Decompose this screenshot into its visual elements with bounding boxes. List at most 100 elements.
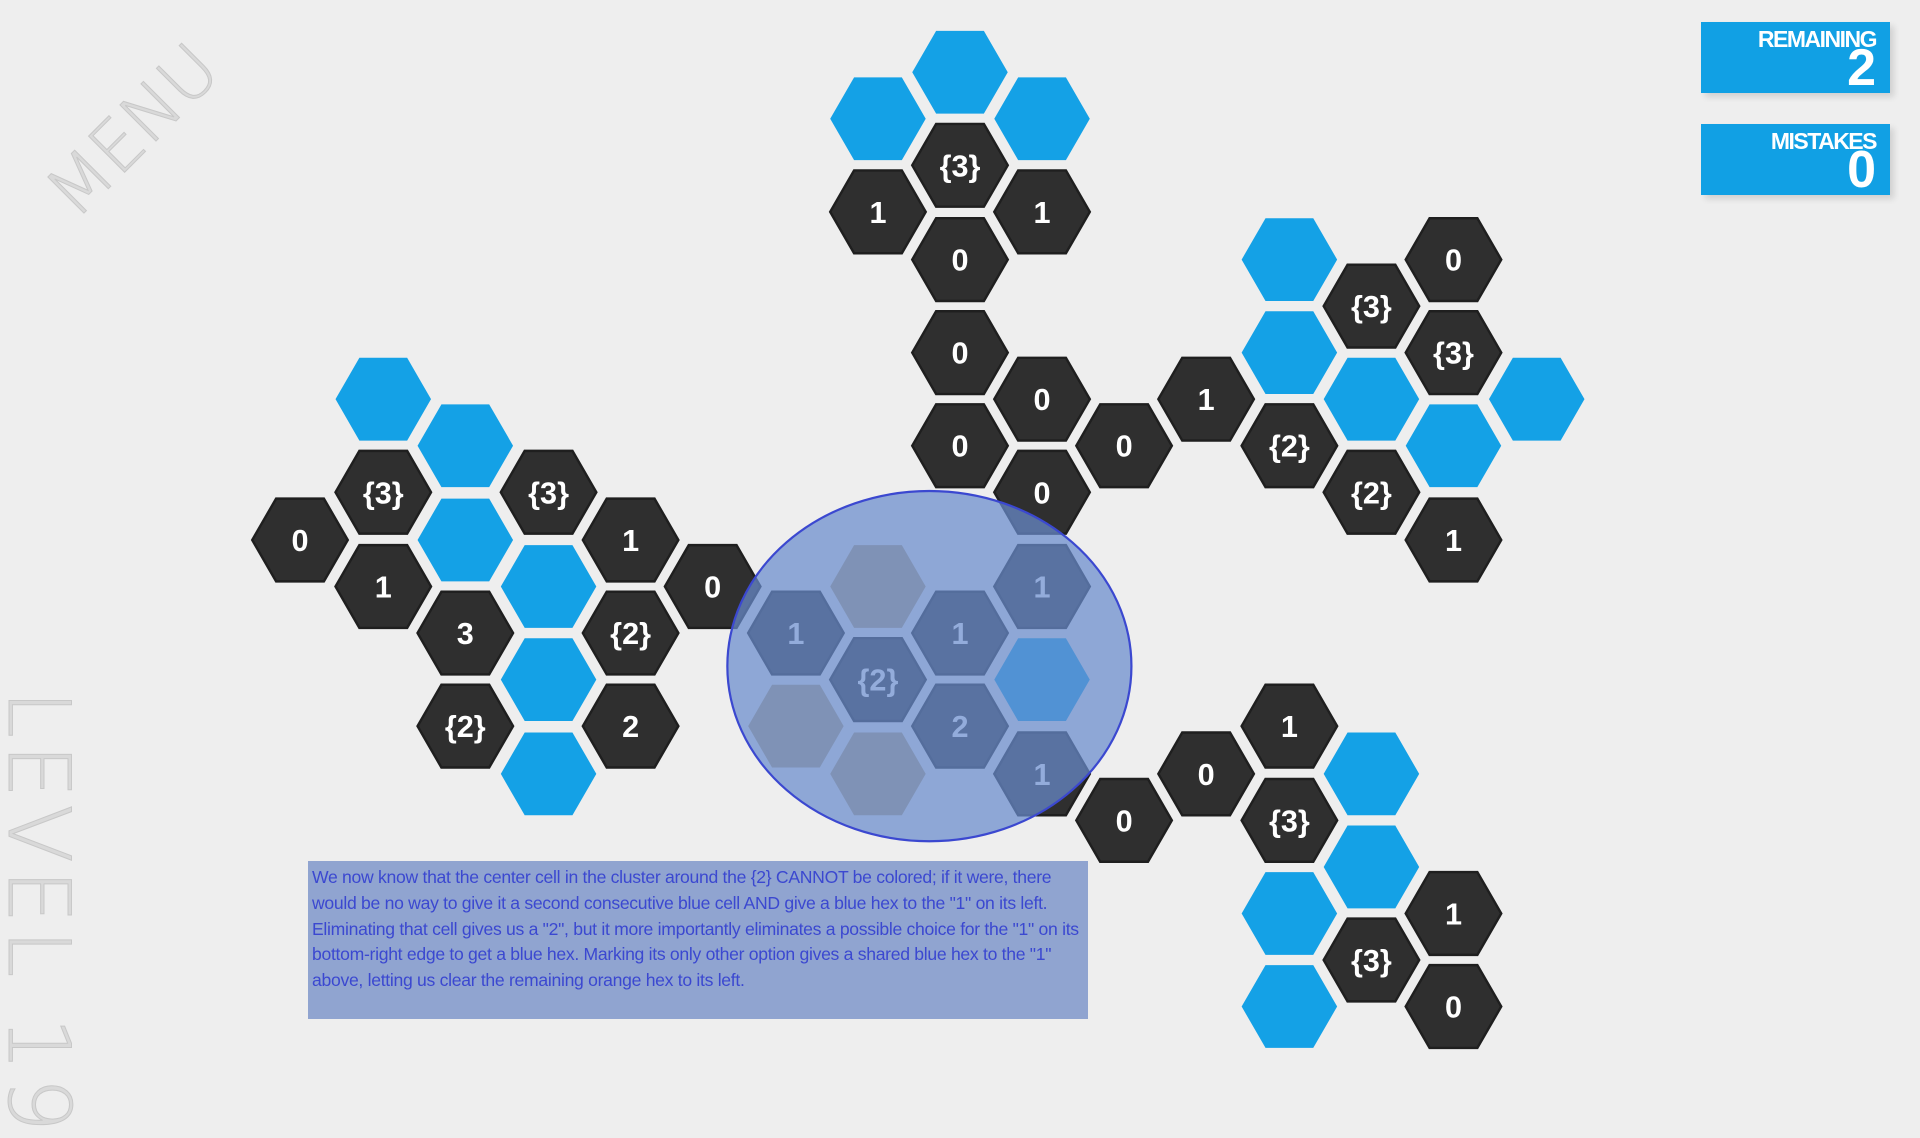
hex-shape [1404, 497, 1503, 583]
hex-cell-dark[interactable]: 1 [1404, 870, 1503, 957]
hex-label: 2 [622, 710, 639, 744]
hex-cell-dark[interactable]: 1 [828, 169, 928, 255]
hex-label: 0 [1198, 758, 1215, 792]
hex-cell-blue[interactable] [1323, 732, 1420, 816]
hex-cell-dark[interactable]: 1 [1404, 497, 1503, 583]
hex-cell-blue[interactable] [500, 545, 597, 628]
hex-cell-blue[interactable] [1241, 872, 1338, 955]
hex-cell-dark[interactable]: 0 [1074, 403, 1174, 489]
hex-cell-dark[interactable]: {3} [334, 449, 433, 535]
hex-cell-dark[interactable]: {3} [1322, 917, 1421, 1003]
hex-cell-blue[interactable] [417, 498, 514, 582]
hex-label: {3} [1433, 337, 1474, 371]
hex-label: 0 [1445, 244, 1462, 278]
hex-label: 3 [457, 617, 474, 651]
hex-cell-dark[interactable]: {2} [1322, 449, 1421, 535]
hex-shape [1074, 403, 1174, 489]
hex-cell-dark[interactable]: 1 [1156, 356, 1256, 442]
hex-cell-blue[interactable] [1241, 218, 1338, 301]
hex-label: 1 [1281, 710, 1298, 744]
hex-cell-dark[interactable]: 0 [250, 497, 350, 583]
hex-shape [1322, 263, 1421, 349]
hex-cell-dark[interactable]: 1 [1240, 683, 1339, 769]
hex-shape [910, 310, 1010, 396]
hex-cell-dark[interactable]: 1 [992, 169, 1092, 255]
hex-label: 1 [1445, 897, 1462, 931]
hex-shape [581, 590, 680, 676]
hex-cell-dark[interactable]: 1 [581, 497, 680, 583]
hex-label: {3} [363, 476, 404, 510]
hex-cell-dark[interactable]: {2} [581, 590, 680, 676]
hex-shape [1405, 404, 1502, 488]
hex-cell-dark[interactable]: {3} [910, 122, 1010, 208]
hex-shape [1240, 683, 1339, 769]
hex-cell-dark[interactable]: 1 [334, 543, 433, 630]
hex-cell-dark[interactable]: {2} [416, 683, 515, 769]
hex-shape [500, 638, 597, 721]
hex-label: 0 [704, 571, 721, 605]
hex-shape [1404, 870, 1503, 957]
hex-cell-dark[interactable]: {3} [1322, 263, 1421, 349]
hex-label: {3} [1351, 290, 1392, 324]
hex-cell-dark[interactable]: 0 [992, 356, 1092, 442]
hex-cell-blue[interactable] [335, 357, 432, 441]
hex-shape [912, 30, 1008, 114]
hex-label: {2} [1351, 476, 1392, 510]
hex-cell-dark[interactable]: 0 [910, 310, 1010, 396]
hex-cell-dark[interactable]: 0 [1156, 731, 1256, 817]
hex-cell-blue[interactable] [912, 30, 1008, 114]
mistakes-value: 0 [1847, 141, 1876, 199]
hex-cell-dark[interactable]: 3 [416, 590, 515, 676]
hex-cell-dark[interactable]: 0 [1074, 777, 1174, 864]
remaining-value: 2 [1847, 39, 1876, 97]
hex-cell-blue[interactable] [1241, 311, 1338, 395]
hex-cell-blue[interactable] [1323, 825, 1420, 909]
hex-shape [581, 683, 680, 769]
hex-shape [1488, 357, 1585, 441]
hex-cell-dark[interactable]: 0 [910, 403, 1010, 489]
hex-shape [1404, 216, 1503, 303]
hex-shape [417, 498, 514, 582]
hex-shape [910, 216, 1010, 303]
hex-cell-dark[interactable]: {2} [1240, 403, 1339, 489]
hex-cell-blue[interactable] [1405, 404, 1502, 488]
hex-cell-dark[interactable]: 0 [910, 216, 1010, 303]
hex-cell-blue[interactable] [1241, 965, 1338, 1048]
hex-shape [992, 356, 1092, 442]
hex-cell-blue[interactable] [1488, 357, 1585, 441]
hex-cell-dark[interactable]: {3} [499, 449, 598, 535]
hex-cell-dark[interactable]: 2 [581, 683, 680, 769]
hex-label: 0 [951, 337, 968, 371]
hex-label: 1 [622, 524, 639, 558]
hex-label: {2} [445, 710, 486, 744]
hex-label: 0 [951, 244, 968, 278]
hex-label: 1 [1034, 196, 1051, 230]
hex-shape [250, 497, 350, 583]
hex-shape [1323, 732, 1420, 816]
hex-cell-dark[interactable]: 0 [1404, 216, 1503, 303]
hex-label: {3} [1351, 944, 1392, 978]
hex-cell-blue[interactable] [994, 77, 1090, 161]
annotation-box: We now know that the center cell in the … [308, 861, 1088, 1019]
hex-cell-blue[interactable] [417, 404, 514, 488]
hex-label: 0 [1034, 383, 1051, 417]
hex-cell-dark[interactable]: 0 [1404, 963, 1503, 1050]
hex-cell-blue[interactable] [1323, 357, 1420, 441]
remaining-counter: REMAINING 2 [1701, 22, 1890, 97]
hex-cell-dark[interactable]: {3} [1240, 777, 1339, 864]
hex-label: {2} [1269, 430, 1310, 464]
hex-cell-dark[interactable]: {3} [1404, 310, 1503, 396]
hex-shape [1241, 872, 1338, 955]
hex-cell-blue[interactable] [830, 77, 926, 161]
hex-label: {2} [610, 617, 651, 651]
hex-cell-blue[interactable] [500, 732, 597, 816]
hex-shape [1156, 356, 1256, 442]
hex-label: 1 [1445, 524, 1462, 558]
hex-shape [1323, 825, 1420, 909]
hex-cell-dark[interactable]: 0 [663, 543, 762, 630]
hex-label: 0 [1116, 430, 1133, 464]
hex-shape [500, 545, 597, 628]
hex-label: {3} [1269, 804, 1310, 838]
hex-cell-blue[interactable] [500, 638, 597, 721]
hex-shape [1241, 965, 1338, 1048]
